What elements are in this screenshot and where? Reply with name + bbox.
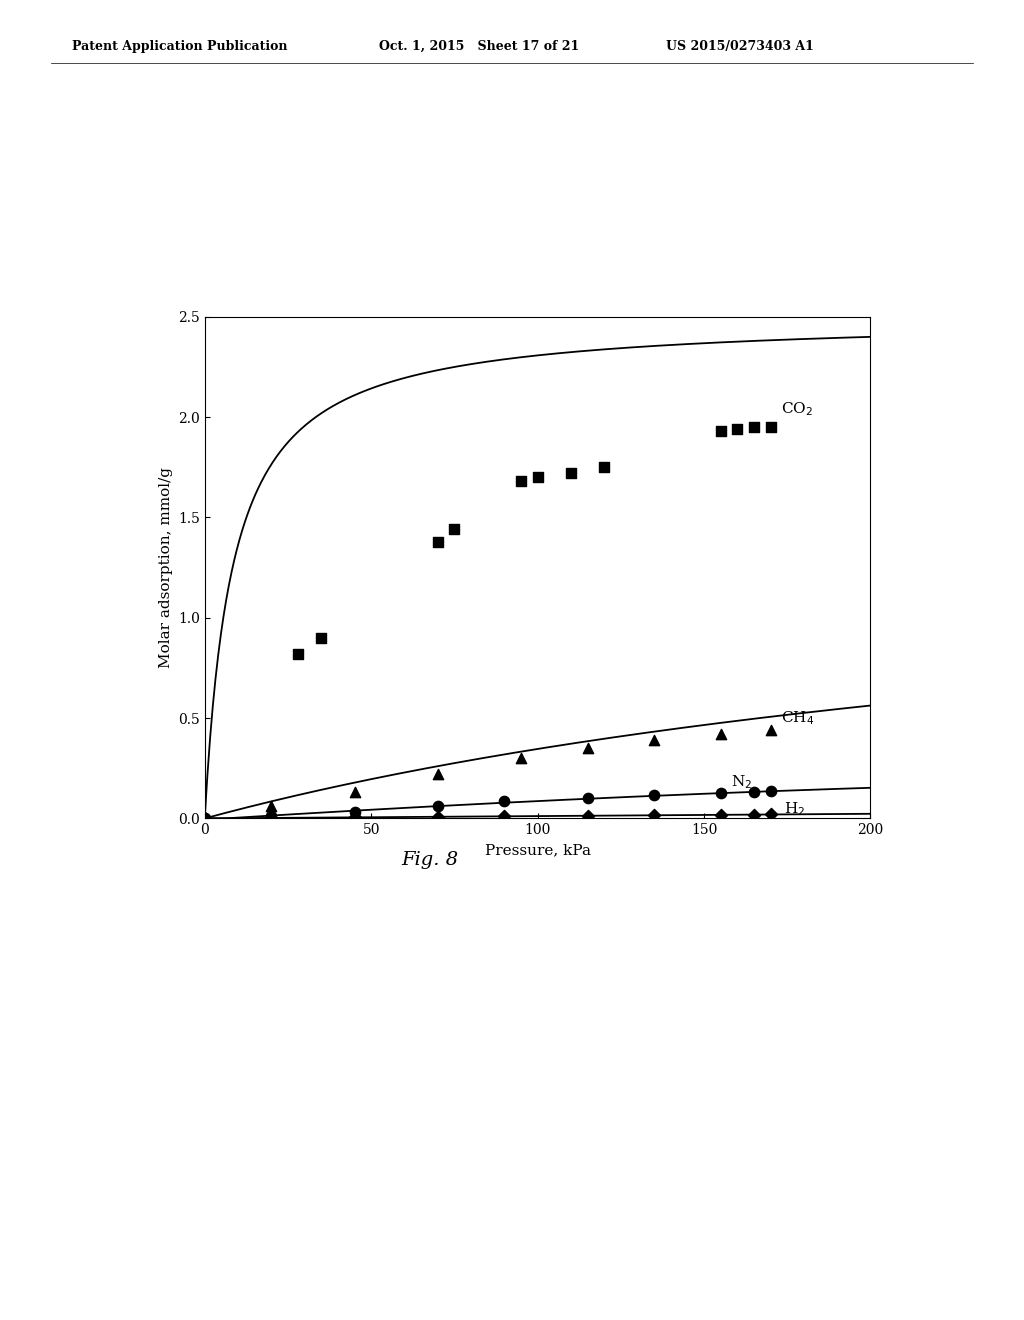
- Y-axis label: Molar adsorption, mmol/g: Molar adsorption, mmol/g: [159, 467, 172, 668]
- Point: [197, 808, 213, 829]
- Point: [346, 801, 362, 822]
- Point: [713, 783, 729, 804]
- Point: [745, 781, 762, 803]
- Point: [580, 788, 596, 809]
- Point: [745, 804, 762, 825]
- Text: Fig. 8: Fig. 8: [401, 850, 459, 869]
- Point: [646, 785, 663, 807]
- Point: [763, 804, 779, 825]
- Point: [580, 738, 596, 759]
- Point: [596, 457, 612, 478]
- Point: [430, 807, 446, 828]
- Point: [290, 643, 306, 664]
- Point: [430, 764, 446, 785]
- Point: [713, 421, 729, 442]
- Point: [713, 723, 729, 744]
- Point: [497, 805, 513, 826]
- Point: [729, 418, 745, 440]
- Text: N$_2$: N$_2$: [731, 774, 752, 791]
- Point: [745, 417, 762, 438]
- Point: [263, 805, 280, 826]
- Point: [763, 417, 779, 438]
- Text: Patent Application Publication: Patent Application Publication: [72, 40, 287, 53]
- Point: [346, 807, 362, 828]
- Text: H$_2$: H$_2$: [784, 800, 805, 818]
- Point: [763, 780, 779, 801]
- Point: [197, 808, 213, 829]
- Point: [646, 805, 663, 826]
- Point: [446, 519, 463, 540]
- Point: [513, 747, 529, 768]
- Point: [713, 804, 729, 825]
- Point: [263, 808, 280, 829]
- Point: [646, 730, 663, 751]
- Text: Oct. 1, 2015   Sheet 17 of 21: Oct. 1, 2015 Sheet 17 of 21: [379, 40, 580, 53]
- Point: [763, 719, 779, 741]
- Point: [346, 781, 362, 803]
- Point: [430, 531, 446, 552]
- Point: [563, 463, 580, 484]
- Point: [263, 796, 280, 817]
- Text: CO$_2$: CO$_2$: [780, 400, 813, 418]
- X-axis label: Pressure, kPa: Pressure, kPa: [484, 842, 591, 857]
- Text: US 2015/0273403 A1: US 2015/0273403 A1: [666, 40, 813, 53]
- Point: [513, 471, 529, 492]
- Point: [430, 796, 446, 817]
- Point: [580, 805, 596, 826]
- Text: CH$_4$: CH$_4$: [780, 709, 814, 727]
- Point: [197, 808, 213, 829]
- Point: [313, 627, 330, 648]
- Point: [529, 467, 546, 488]
- Point: [497, 791, 513, 812]
